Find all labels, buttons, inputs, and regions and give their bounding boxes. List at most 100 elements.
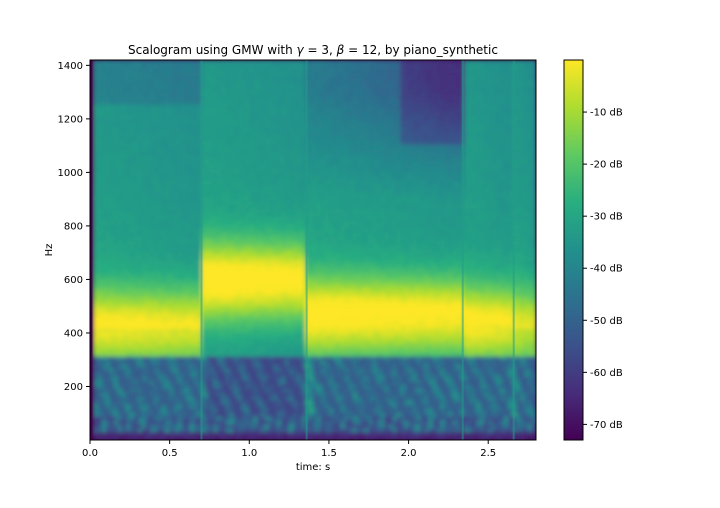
heatmap-cell bbox=[189, 172, 195, 177]
heatmap-cell bbox=[221, 212, 226, 217]
heatmap-cell bbox=[229, 272, 234, 277]
heatmap-cell bbox=[93, 288, 99, 293]
heatmap-cell bbox=[209, 292, 215, 297]
heatmap-cell bbox=[273, 428, 278, 433]
heatmap-cell bbox=[297, 324, 302, 329]
heatmap-cell bbox=[153, 240, 159, 245]
heatmap-cell bbox=[137, 352, 143, 357]
heatmap-cell bbox=[293, 152, 298, 157]
heatmap-cell bbox=[117, 152, 123, 157]
heatmap-cell bbox=[225, 252, 230, 257]
heatmap-cell bbox=[205, 140, 211, 145]
heatmap-cell bbox=[145, 284, 151, 289]
heatmap-cell bbox=[293, 216, 298, 221]
heatmap-cell bbox=[209, 368, 215, 373]
heatmap-cell bbox=[101, 384, 107, 389]
heatmap-cell bbox=[265, 348, 270, 353]
heatmap-cell bbox=[121, 64, 127, 69]
heatmap-cell bbox=[181, 296, 187, 301]
heatmap-cell bbox=[173, 276, 179, 281]
heatmap-cell bbox=[145, 240, 151, 245]
heatmap-cell bbox=[117, 216, 123, 221]
heatmap-cell bbox=[253, 168, 258, 173]
heatmap-cell bbox=[249, 280, 254, 285]
heatmap-cell bbox=[153, 420, 159, 425]
heatmap-cell bbox=[177, 72, 183, 77]
heatmap-cell bbox=[165, 252, 171, 257]
heatmap-cell bbox=[289, 312, 294, 317]
heatmap-cell bbox=[169, 296, 175, 301]
heatmap-cell bbox=[277, 204, 282, 209]
heatmap-cell bbox=[281, 424, 286, 429]
heatmap-cell bbox=[149, 224, 155, 229]
heatmap-cell bbox=[141, 380, 147, 385]
heatmap-cell bbox=[213, 424, 219, 429]
heatmap-cell bbox=[217, 268, 223, 273]
heatmap-cell bbox=[121, 284, 127, 289]
heatmap-cell bbox=[113, 132, 119, 137]
heatmap-cell bbox=[229, 184, 234, 189]
heatmap-cell bbox=[245, 288, 250, 293]
heatmap-cell bbox=[189, 420, 195, 425]
heatmap-cell bbox=[201, 120, 207, 125]
heatmap-cell bbox=[109, 136, 115, 141]
heatmap-cell bbox=[269, 252, 274, 257]
heatmap-cell bbox=[177, 152, 183, 157]
heatmap-cell bbox=[237, 220, 242, 225]
heatmap-cell bbox=[125, 116, 131, 121]
heatmap-cell bbox=[113, 184, 119, 189]
heatmap-cell bbox=[129, 432, 135, 437]
heatmap-cell bbox=[277, 432, 282, 437]
heatmap-cell bbox=[117, 368, 123, 373]
heatmap-cell bbox=[245, 356, 250, 361]
heatmap-cell bbox=[277, 340, 282, 345]
heatmap-cell bbox=[205, 116, 211, 121]
heatmap-cell bbox=[233, 244, 238, 249]
heatmap-cell bbox=[245, 160, 250, 165]
heatmap-cell bbox=[185, 132, 191, 137]
heatmap-cell bbox=[285, 100, 290, 105]
heatmap-cell bbox=[141, 296, 147, 301]
heatmap-cell bbox=[197, 164, 203, 169]
heatmap-cell bbox=[165, 256, 171, 261]
heatmap-cell bbox=[177, 296, 183, 301]
heatmap-cell bbox=[121, 424, 127, 429]
heatmap-cell bbox=[121, 216, 127, 221]
heatmap-cell bbox=[273, 272, 278, 277]
heatmap-cell bbox=[185, 188, 191, 193]
heatmap-cell bbox=[285, 336, 290, 341]
heatmap-cell bbox=[101, 132, 107, 137]
heatmap-cell bbox=[257, 212, 262, 217]
heatmap-cell bbox=[165, 108, 171, 113]
heatmap-cell bbox=[281, 124, 286, 129]
heatmap-cell bbox=[105, 316, 111, 321]
heatmap-cell bbox=[233, 392, 238, 397]
heatmap-cell bbox=[181, 216, 187, 221]
heatmap-cell bbox=[277, 156, 282, 161]
heatmap-cell bbox=[213, 152, 219, 157]
heatmap-cell bbox=[273, 312, 278, 317]
heatmap-cell bbox=[165, 128, 171, 133]
heatmap-cell bbox=[193, 236, 199, 241]
heatmap-cell bbox=[133, 300, 139, 305]
heatmap-cell bbox=[209, 420, 215, 425]
heatmap-cell bbox=[113, 388, 119, 393]
heatmap-cell bbox=[161, 356, 167, 361]
heatmap-cell bbox=[265, 140, 270, 145]
heatmap-cell bbox=[105, 224, 111, 229]
heatmap-cell bbox=[173, 428, 179, 433]
heatmap-cell bbox=[293, 96, 298, 101]
heatmap-cell bbox=[169, 244, 175, 249]
heatmap-cell bbox=[113, 408, 119, 413]
heatmap-cell bbox=[229, 104, 234, 109]
heatmap-cell bbox=[117, 304, 123, 309]
heatmap-cell bbox=[121, 132, 127, 137]
heatmap-cell bbox=[273, 252, 278, 257]
heatmap-cell bbox=[101, 88, 107, 93]
heatmap-cell bbox=[289, 96, 294, 101]
heatmap-cell bbox=[265, 320, 270, 325]
heatmap-cell bbox=[137, 192, 143, 197]
heatmap-cell bbox=[205, 424, 211, 429]
heatmap-cell bbox=[217, 200, 223, 205]
heatmap-cell bbox=[217, 408, 223, 413]
